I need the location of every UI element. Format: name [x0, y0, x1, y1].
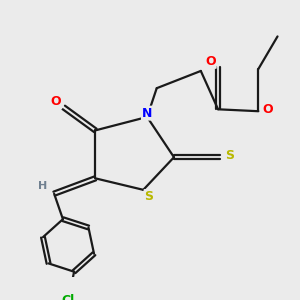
- Text: H: H: [38, 181, 47, 191]
- Text: N: N: [142, 106, 152, 120]
- Text: O: O: [205, 55, 216, 68]
- Text: O: O: [262, 103, 273, 116]
- Text: Cl: Cl: [62, 294, 75, 300]
- Text: S: S: [145, 190, 154, 203]
- Text: S: S: [225, 149, 234, 162]
- Text: O: O: [51, 95, 62, 108]
